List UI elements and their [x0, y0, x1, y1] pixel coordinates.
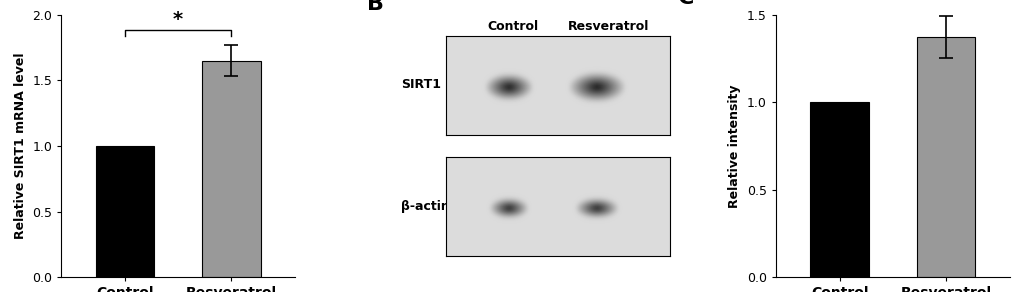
- Text: *: *: [173, 10, 183, 29]
- Bar: [916, 37, 974, 277]
- Text: SIRT1: SIRT1: [400, 78, 440, 91]
- Text: Control: Control: [487, 20, 538, 33]
- Text: Resveratrol: Resveratrol: [568, 20, 648, 33]
- Bar: [96, 146, 154, 277]
- Bar: [202, 61, 261, 277]
- Text: C: C: [677, 0, 693, 8]
- Text: β-actin: β-actin: [400, 200, 449, 213]
- Y-axis label: Relative SIRT1 mRNA level: Relative SIRT1 mRNA level: [13, 53, 26, 239]
- Y-axis label: Relative intensity: Relative intensity: [728, 84, 741, 208]
- Text: B: B: [367, 0, 383, 13]
- Bar: [809, 102, 868, 277]
